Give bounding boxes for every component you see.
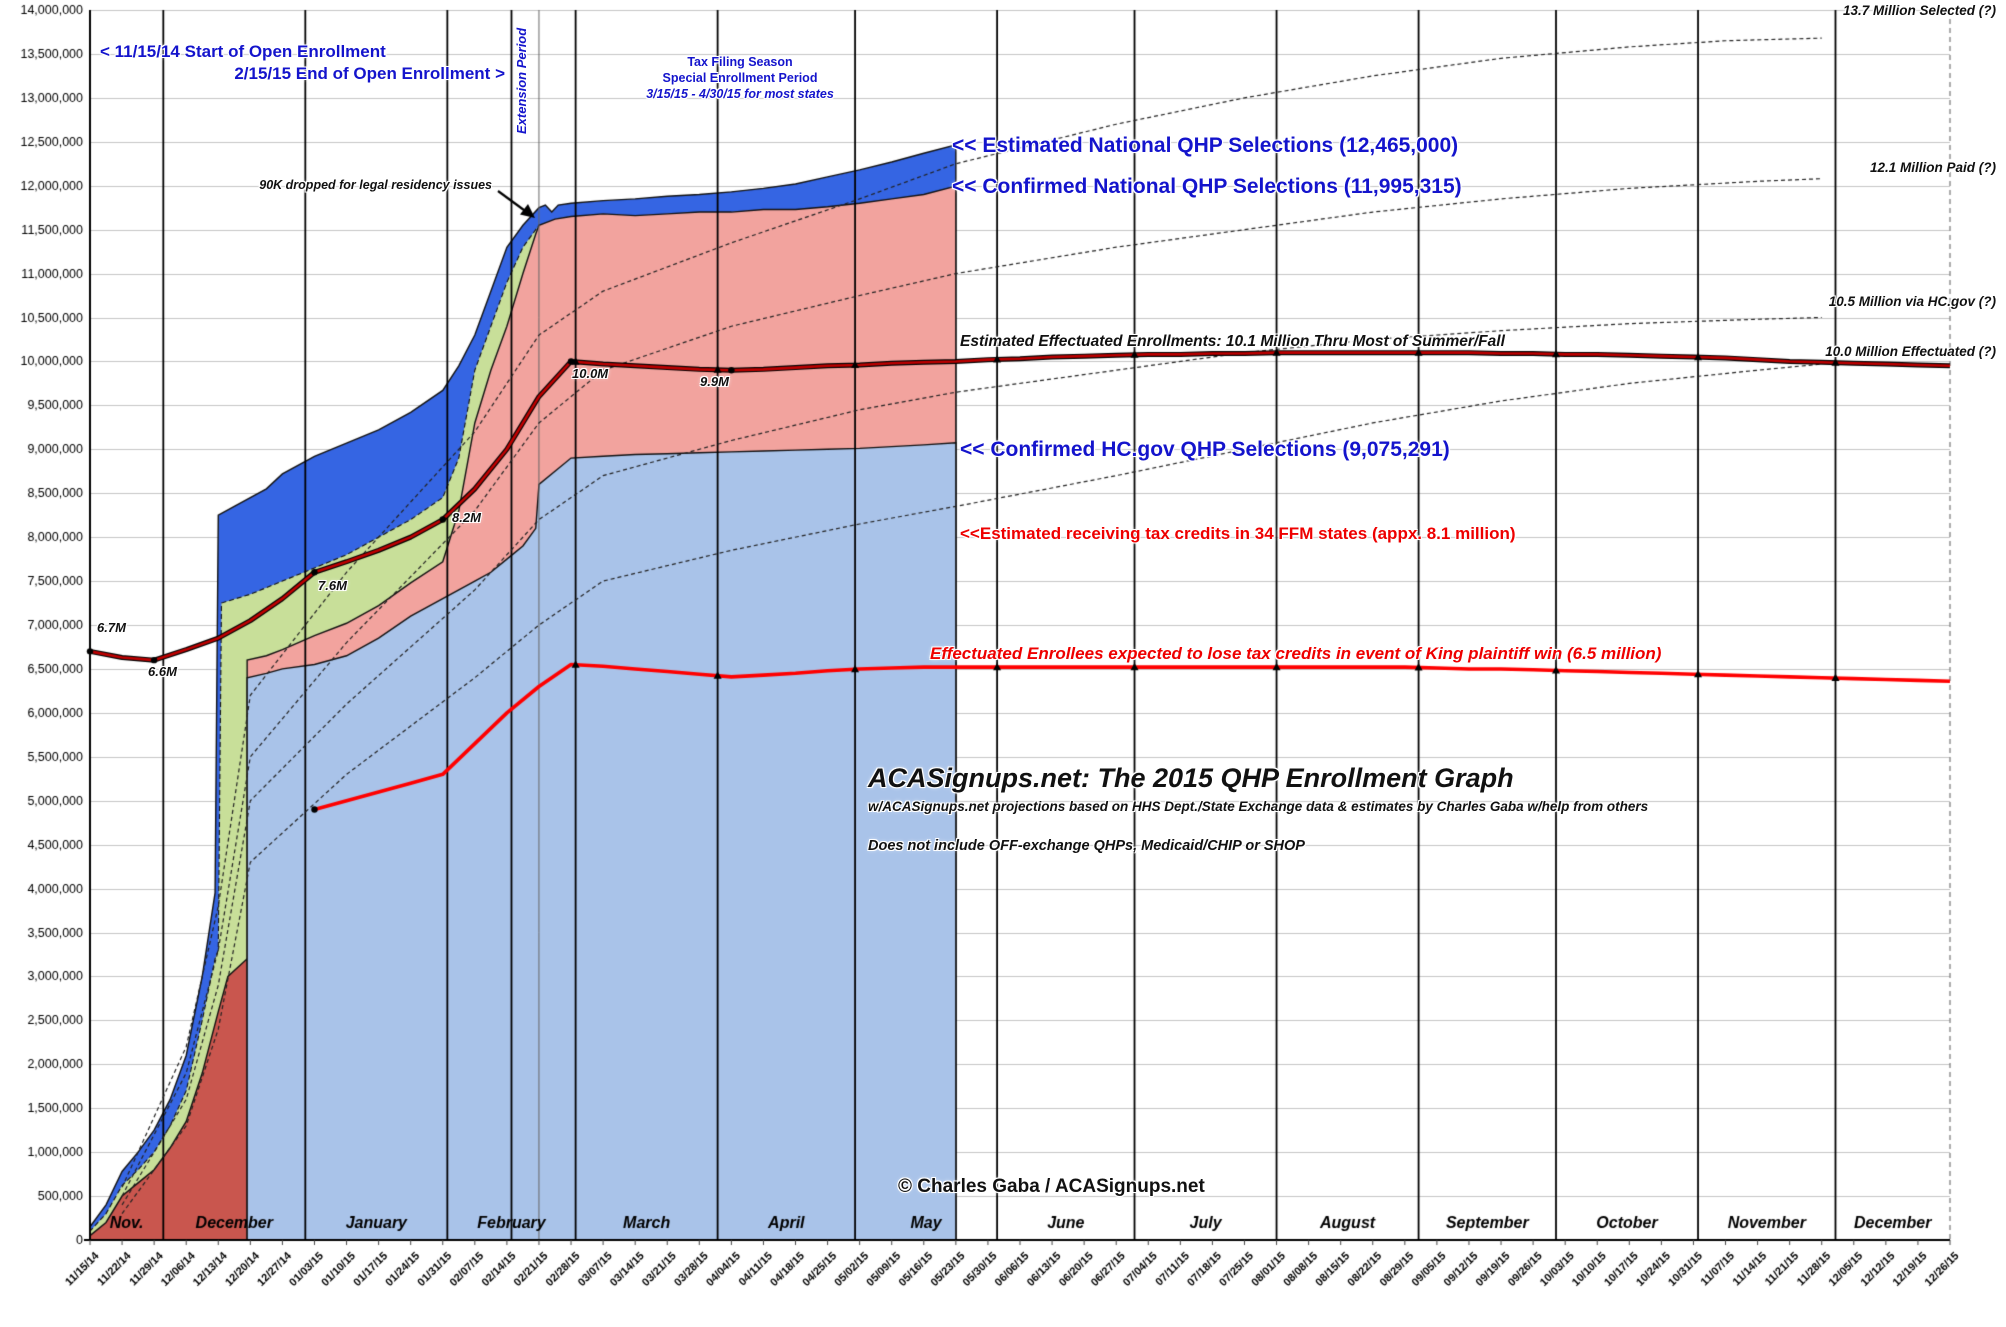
annotation-tax-credits-ffm: <<Estimated receiving tax credits in 34 … (960, 524, 1516, 543)
annotation-confirmed-national-selections: << Confirmed National QHP Selections (11… (952, 175, 1462, 198)
projection-label-selected: 13.7 Million Selected (?) (1842, 3, 1996, 18)
data-label-9-9m: 9.9M (700, 374, 729, 389)
tax-filing-line-3: 3/15/15 - 4/30/15 for most states (646, 87, 834, 101)
data-label-8-2m: 8.2M (452, 510, 481, 525)
annotation-estimated-national-selections: << Estimated National QHP Selections (12… (952, 134, 1459, 157)
annotation-tax-filing-season: Tax Filing Season Special Enrollment Per… (612, 54, 868, 102)
annotation-start-open-enrollment: < 11/15/14 Start of Open Enrollment (100, 42, 386, 61)
annotation-extension-period: Extension Period (514, 27, 529, 135)
tax-filing-line-2: Special Enrollment Period (662, 71, 818, 85)
annotation-king-plaintiff: Effectuated Enrollees expected to lose t… (930, 644, 1662, 663)
chart-note: Does not include OFF-exchange QHPs, Medi… (868, 838, 1305, 854)
data-label-6-6m: 6.6M (148, 664, 177, 679)
chart-title: ACASignups.net: The 2015 QHP Enrollment … (868, 763, 1514, 793)
projection-label-effectuated: 10.0 Million Effectuated (?) (1825, 344, 1996, 359)
annotation-confirmed-hcgov-selections: << Confirmed HC.gov QHP Selections (9,07… (960, 438, 1450, 461)
annotation-effectuated-enrollments: Estimated Effectuated Enrollments: 10.1 … (960, 333, 1505, 350)
data-label-7-6m: 7.6M (318, 578, 347, 593)
annotation-end-open-enrollment: 2/15/15 End of Open Enrollment > (234, 64, 505, 83)
annotation-90k-dropped: 90K dropped for legal residency issues (259, 178, 492, 192)
chart-subtitle: w/ACASignups.net projections based on HH… (868, 799, 1649, 814)
tax-filing-line-1: Tax Filing Season (687, 55, 793, 69)
data-label-10-0m: 10.0M (572, 366, 609, 381)
copyright: © Charles Gaba / ACASignups.net (898, 1176, 1205, 1197)
data-label-6-7m: 6.7M (97, 620, 126, 635)
projection-label-hcgov: 10.5 Million via HC.gov (?) (1828, 294, 1996, 309)
projection-label-paid: 12.1 Million Paid (?) (1869, 160, 1996, 175)
